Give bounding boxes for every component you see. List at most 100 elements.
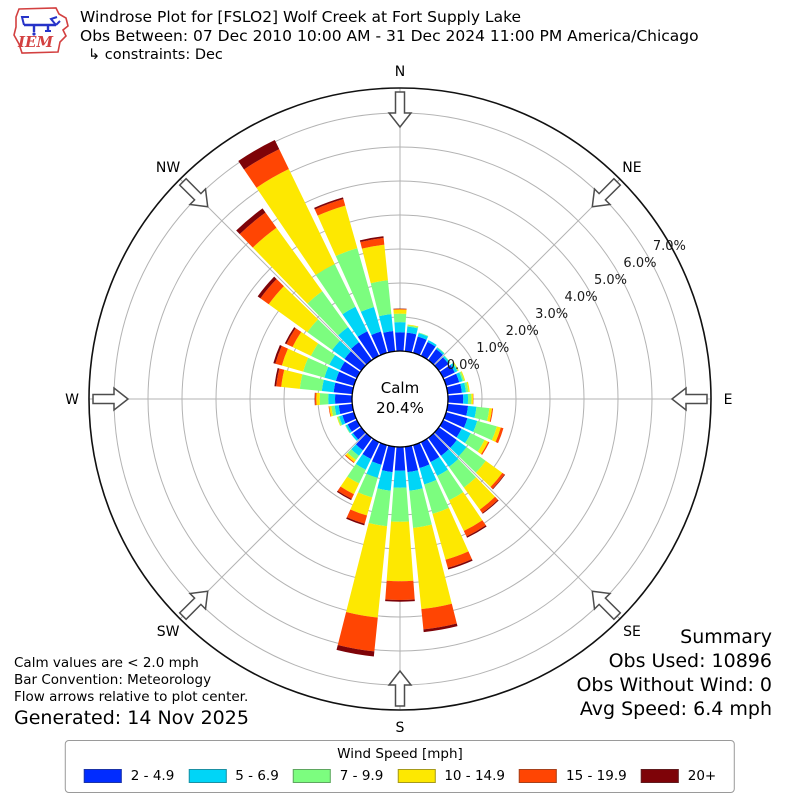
windrose-bar-segment bbox=[335, 371, 357, 386]
windrose-bar-segment bbox=[393, 313, 407, 323]
legend-swatch bbox=[397, 769, 436, 783]
compass-label-s: S bbox=[396, 720, 405, 736]
grid-spoke bbox=[433, 432, 621, 620]
windrose-bar-segment bbox=[447, 394, 464, 404]
windrose-bar-segment bbox=[419, 464, 437, 485]
windrose-bar-segment bbox=[413, 524, 452, 610]
windrose-bar-segment bbox=[495, 427, 504, 444]
weather-station-glyph bbox=[20, 16, 61, 36]
windrose-bar-segment bbox=[491, 426, 501, 442]
header: IEM Windrose Plot for [FSLO2] Wolf Creek… bbox=[0, 0, 800, 80]
windrose-bar-segment bbox=[314, 392, 316, 406]
windrose-bar-segment bbox=[244, 149, 289, 188]
legend-label: 2 - 4.9 bbox=[130, 768, 175, 784]
windrose-bar-segment bbox=[413, 442, 430, 469]
windrose-bar-segment bbox=[445, 551, 472, 568]
windrose-bar-segment bbox=[404, 445, 419, 473]
windrose-bar-segment bbox=[360, 307, 381, 336]
windrose-bar-segment bbox=[391, 487, 409, 522]
windrose-bar-segment bbox=[393, 308, 407, 310]
windrose-bar-segment bbox=[366, 461, 382, 478]
windrose-bar-segment bbox=[393, 308, 407, 310]
plot-title: Windrose Plot for [FSLO2] Wolf Creek at … bbox=[80, 8, 522, 26]
compass-label-n: N bbox=[395, 64, 405, 80]
windrose-bar-segment bbox=[463, 394, 469, 404]
windrose-bar-segment bbox=[347, 419, 361, 432]
windrose-bar-segment bbox=[336, 416, 341, 426]
windrose-bar-segment bbox=[307, 291, 349, 336]
windrose-bar-segment bbox=[472, 393, 474, 405]
windrose-bar-segment bbox=[315, 263, 356, 315]
windrose-bar-segment bbox=[319, 393, 329, 405]
windrose-bar-segment bbox=[307, 319, 340, 351]
windrose-bar-segment bbox=[286, 328, 302, 348]
windrose-bar-segment bbox=[299, 374, 324, 392]
windrose-bar-segment bbox=[482, 499, 499, 514]
windrose-bar-segment bbox=[434, 427, 457, 448]
legend-title: Wind Speed [mph] bbox=[337, 746, 463, 762]
windrose-bar-segment bbox=[463, 477, 496, 510]
windrose-bar-segment bbox=[351, 444, 363, 456]
windrose-bar-segment bbox=[393, 470, 407, 488]
windrose-bar-segment bbox=[439, 419, 462, 438]
windrose-bar-segment bbox=[329, 354, 345, 370]
calm-circle bbox=[351, 350, 449, 448]
windrose-bar-segment bbox=[464, 382, 469, 393]
constraints-line: ↳ constraints: Dec bbox=[88, 47, 223, 63]
windrose-bar-segment bbox=[346, 509, 368, 524]
windrose-bar-segment bbox=[377, 470, 393, 491]
windrose-bar-segment bbox=[437, 347, 445, 354]
flow-arrow-n-icon bbox=[387, 91, 413, 129]
legend-item: 5 - 6.9 bbox=[188, 768, 279, 784]
legend-swatch bbox=[188, 769, 227, 783]
windrose-bar-segment bbox=[260, 279, 284, 305]
windrose-bar-segment bbox=[351, 433, 359, 441]
grid-spoke bbox=[433, 178, 621, 366]
windrose-bar-segment bbox=[337, 486, 354, 499]
windrose-bar-segment bbox=[328, 406, 332, 417]
windrose-bar-segment bbox=[342, 412, 357, 424]
windrose-bar-segment bbox=[344, 351, 366, 371]
windrose-bar-segment bbox=[407, 470, 423, 491]
windrose-bar-segment bbox=[310, 343, 335, 365]
grid-spoke bbox=[179, 178, 367, 366]
windrose-bar-segment bbox=[423, 623, 458, 633]
windrose-bar-segment bbox=[284, 327, 296, 345]
ring-label: 3.0% bbox=[535, 307, 568, 322]
legend: Wind Speed [mph] 2 - 4.9 5 - 6.9 7 - 9.9 10… bbox=[64, 740, 736, 793]
windrose-bar-segment bbox=[314, 199, 346, 216]
windrose-bar-segment bbox=[368, 488, 391, 527]
windrose-bar-segment bbox=[268, 286, 319, 333]
windrose-bar-segment bbox=[238, 139, 280, 170]
windrose-bar-segment bbox=[358, 473, 378, 498]
windrose-bar-segment bbox=[314, 392, 317, 406]
windrose-bar-segment bbox=[473, 420, 497, 441]
compass-label-nw: NW bbox=[156, 160, 180, 176]
windrose-bar-segment bbox=[344, 454, 355, 464]
windrose-bar-segment bbox=[439, 364, 455, 379]
windrose-bar-segment bbox=[456, 372, 463, 383]
footer-notes: Calm values are < 2.0 mph Bar Convention… bbox=[14, 655, 248, 706]
windrose-bar-segment bbox=[444, 355, 451, 363]
compass-label-sw: SW bbox=[157, 624, 180, 640]
ring-label: 6.0% bbox=[623, 256, 656, 271]
summary-block: Summary Obs Used: 10896 Obs Without Wind… bbox=[576, 625, 772, 721]
windrose-bar-segment bbox=[446, 403, 469, 416]
bar-convention-note: Bar Convention: Meteorology bbox=[14, 672, 212, 688]
windrose-bar-segment bbox=[407, 325, 419, 329]
windrose-bar-segment bbox=[393, 309, 407, 314]
windrose-bar-segment bbox=[385, 580, 415, 600]
summary-title: Summary bbox=[680, 626, 772, 648]
windrose-bar-segment bbox=[407, 324, 419, 328]
windrose-bar-segment bbox=[450, 440, 467, 457]
windrose-bar-segment bbox=[386, 521, 414, 582]
windrose-bar-segment bbox=[427, 340, 437, 347]
windrose-bar-segment bbox=[428, 433, 449, 456]
windrose-bar-segment bbox=[275, 345, 288, 366]
legend-item: 10 - 14.9 bbox=[397, 768, 505, 784]
windrose-bar-segment bbox=[371, 331, 387, 356]
windrose-bar-segment bbox=[420, 438, 440, 463]
windrose-bar-segment bbox=[252, 227, 323, 304]
windrose-bar-segment bbox=[336, 644, 375, 657]
windrose-bar-segment bbox=[437, 469, 464, 501]
